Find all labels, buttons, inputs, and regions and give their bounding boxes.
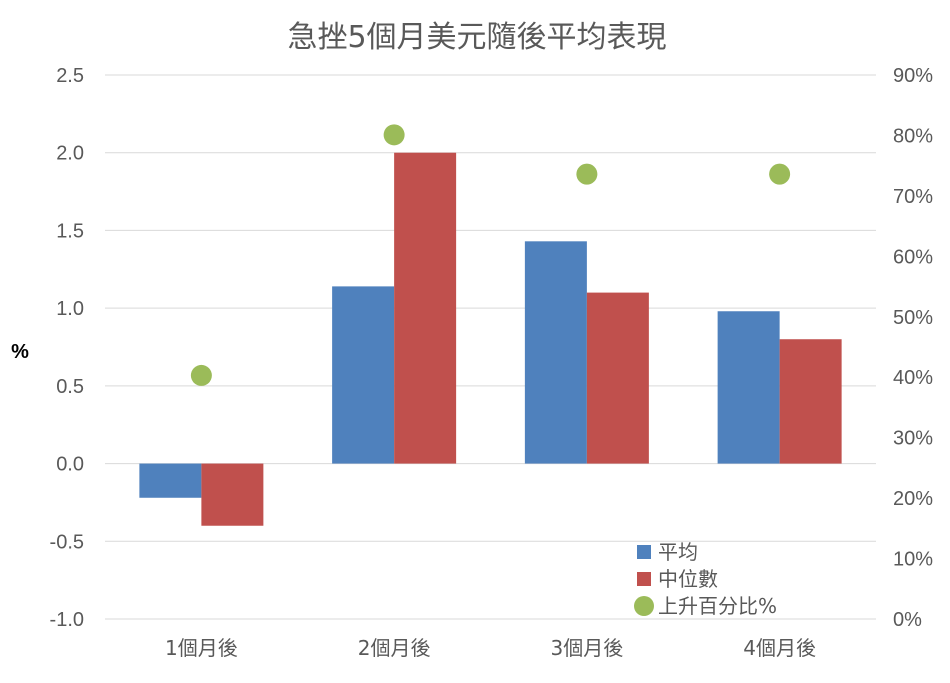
- x-tick-label: 1個月後: [165, 636, 238, 660]
- legend-label: 平均: [658, 540, 698, 564]
- x-tick-label: 3個月後: [551, 636, 624, 660]
- legend-label: 上升百分比%: [658, 594, 777, 618]
- y-tick-label: 0.5: [56, 376, 84, 398]
- y2-axis-ticks: 90% 80% 70% 60% 50% 40% 30% 20% 10% 0%: [893, 65, 933, 631]
- bar: [201, 463, 264, 526]
- y-tick-label: 2.5: [56, 65, 84, 87]
- legend-swatch: [637, 545, 651, 559]
- y-axis-ticks: 2.5 2.0 1.5 1.0 0.5 0.0 -0.5 -1.0: [50, 65, 84, 631]
- y-tick-label: 0.0: [56, 454, 84, 476]
- bar: [586, 292, 649, 464]
- y-axis-label: %: [11, 341, 29, 363]
- x-tick-label: 2個月後: [358, 636, 431, 660]
- y2-tick-label: 90%: [893, 65, 933, 87]
- y-tick-label: 2.0: [56, 143, 84, 165]
- y2-tick-label: 0%: [893, 609, 922, 631]
- bar: [779, 339, 842, 464]
- bar: [524, 241, 587, 464]
- bar: [717, 311, 780, 464]
- data-point: [383, 124, 405, 146]
- data-point: [190, 364, 212, 386]
- bars: [139, 152, 842, 526]
- y-tick-label: -0.5: [50, 531, 84, 553]
- points: [190, 124, 791, 386]
- y2-tick-label: 30%: [893, 428, 933, 450]
- y2-tick-label: 80%: [893, 125, 933, 147]
- legend-swatch: [637, 572, 651, 586]
- data-point: [576, 163, 598, 185]
- legend-marker: [634, 596, 654, 616]
- y2-tick-label: 60%: [893, 246, 933, 268]
- legend-label: 中位數: [658, 567, 718, 591]
- x-tick-label: 4個月後: [743, 636, 816, 660]
- y-tick-label: 1.5: [56, 220, 84, 242]
- y2-tick-label: 50%: [893, 307, 933, 329]
- data-point: [769, 163, 791, 185]
- chart-title: 急挫5個月美元隨後平均表現: [287, 20, 666, 55]
- y2-tick-label: 40%: [893, 367, 933, 389]
- x-axis-ticks: 1個月後 2個月後 3個月後 4個月後: [165, 636, 816, 660]
- y-tick-label: -1.0: [50, 609, 84, 631]
- y2-tick-label: 10%: [893, 549, 933, 571]
- bar: [394, 152, 457, 464]
- y2-tick-label: 70%: [893, 186, 933, 208]
- bar: [139, 463, 202, 498]
- y2-tick-label: 20%: [893, 488, 933, 510]
- y-tick-label: 1.0: [56, 298, 84, 320]
- bar: [332, 286, 395, 464]
